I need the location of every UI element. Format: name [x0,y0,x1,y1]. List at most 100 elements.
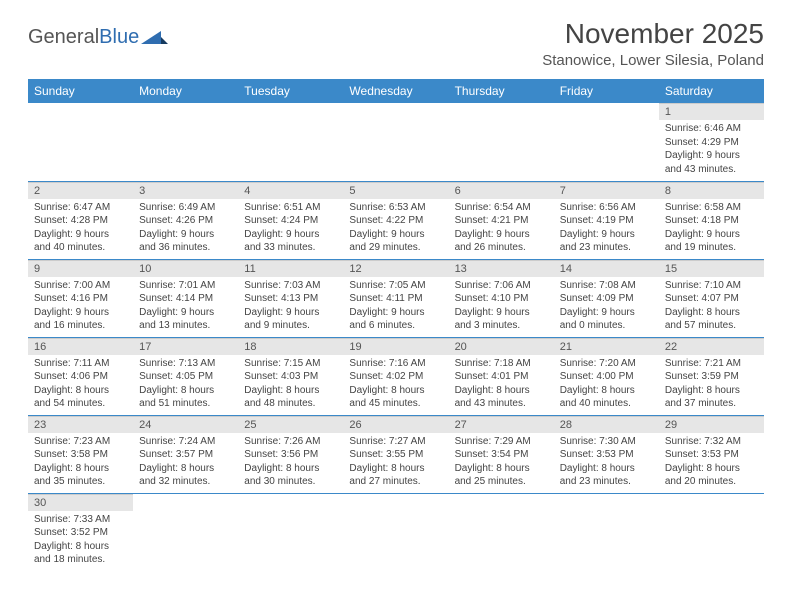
day-number: 24 [133,416,238,433]
calendar-cell: 23Sunrise: 7:23 AMSunset: 3:58 PMDayligh… [28,415,133,493]
calendar-body: 1Sunrise: 6:46 AMSunset: 4:29 PMDaylight… [28,103,764,571]
day-details: Sunrise: 7:27 AMSunset: 3:55 PMDaylight:… [343,433,448,493]
calendar-row: 9Sunrise: 7:00 AMSunset: 4:16 PMDaylight… [28,259,764,337]
calendar-row: 2Sunrise: 6:47 AMSunset: 4:28 PMDaylight… [28,181,764,259]
calendar-row: 1Sunrise: 6:46 AMSunset: 4:29 PMDaylight… [28,103,764,181]
day-number: 28 [554,416,659,433]
day-details: Sunrise: 7:20 AMSunset: 4:00 PMDaylight:… [554,355,659,415]
day-number: 12 [343,260,448,277]
calendar-cell: 21Sunrise: 7:20 AMSunset: 4:00 PMDayligh… [554,337,659,415]
day-number: 15 [659,260,764,277]
day-details: Sunrise: 7:21 AMSunset: 3:59 PMDaylight:… [659,355,764,415]
day-details: Sunrise: 6:53 AMSunset: 4:22 PMDaylight:… [343,199,448,259]
day-number: 18 [238,338,343,355]
calendar-cell [28,103,133,181]
calendar-cell: 27Sunrise: 7:29 AMSunset: 3:54 PMDayligh… [449,415,554,493]
calendar-cell: 30Sunrise: 7:33 AMSunset: 3:52 PMDayligh… [28,493,133,571]
day-number: 26 [343,416,448,433]
day-details: Sunrise: 6:51 AMSunset: 4:24 PMDaylight:… [238,199,343,259]
day-number: 5 [343,182,448,199]
day-number: 7 [554,182,659,199]
calendar-table: SundayMondayTuesdayWednesdayThursdayFrid… [28,79,764,571]
day-number: 11 [238,260,343,277]
calendar-cell [554,493,659,571]
day-number: 17 [133,338,238,355]
calendar-cell [238,493,343,571]
calendar-cell: 20Sunrise: 7:18 AMSunset: 4:01 PMDayligh… [449,337,554,415]
calendar-cell [133,103,238,181]
calendar-cell [133,493,238,571]
day-number: 1 [659,103,764,120]
calendar-cell [343,493,448,571]
day-details: Sunrise: 7:33 AMSunset: 3:52 PMDaylight:… [28,511,133,571]
day-number: 13 [449,260,554,277]
calendar-cell: 26Sunrise: 7:27 AMSunset: 3:55 PMDayligh… [343,415,448,493]
day-header: Tuesday [238,79,343,103]
day-number: 8 [659,182,764,199]
day-details: Sunrise: 6:47 AMSunset: 4:28 PMDaylight:… [28,199,133,259]
day-details: Sunrise: 7:00 AMSunset: 4:16 PMDaylight:… [28,277,133,337]
calendar-cell: 7Sunrise: 6:56 AMSunset: 4:19 PMDaylight… [554,181,659,259]
day-details: Sunrise: 6:49 AMSunset: 4:26 PMDaylight:… [133,199,238,259]
day-number: 21 [554,338,659,355]
calendar-cell: 17Sunrise: 7:13 AMSunset: 4:05 PMDayligh… [133,337,238,415]
calendar-cell: 24Sunrise: 7:24 AMSunset: 3:57 PMDayligh… [133,415,238,493]
calendar-cell: 22Sunrise: 7:21 AMSunset: 3:59 PMDayligh… [659,337,764,415]
calendar-cell [554,103,659,181]
calendar-cell: 12Sunrise: 7:05 AMSunset: 4:11 PMDayligh… [343,259,448,337]
day-header: Friday [554,79,659,103]
day-details: Sunrise: 6:58 AMSunset: 4:18 PMDaylight:… [659,199,764,259]
calendar-cell: 13Sunrise: 7:06 AMSunset: 4:10 PMDayligh… [449,259,554,337]
day-number: 6 [449,182,554,199]
day-details: Sunrise: 7:01 AMSunset: 4:14 PMDaylight:… [133,277,238,337]
brand-logo: GeneralBlue [28,26,169,49]
day-header: Sunday [28,79,133,103]
calendar-row: 16Sunrise: 7:11 AMSunset: 4:06 PMDayligh… [28,337,764,415]
day-details: Sunrise: 7:26 AMSunset: 3:56 PMDaylight:… [238,433,343,493]
day-details: Sunrise: 7:32 AMSunset: 3:53 PMDaylight:… [659,433,764,493]
calendar-cell: 3Sunrise: 6:49 AMSunset: 4:26 PMDaylight… [133,181,238,259]
day-header: Wednesday [343,79,448,103]
arrow-icon [141,28,169,46]
calendar-cell [343,103,448,181]
brand-part2: Blue [99,26,139,48]
calendar-cell: 9Sunrise: 7:00 AMSunset: 4:16 PMDaylight… [28,259,133,337]
day-number: 4 [238,182,343,199]
calendar-cell: 5Sunrise: 6:53 AMSunset: 4:22 PMDaylight… [343,181,448,259]
day-number: 14 [554,260,659,277]
day-details: Sunrise: 7:05 AMSunset: 4:11 PMDaylight:… [343,277,448,337]
calendar-cell: 29Sunrise: 7:32 AMSunset: 3:53 PMDayligh… [659,415,764,493]
calendar-cell: 10Sunrise: 7:01 AMSunset: 4:14 PMDayligh… [133,259,238,337]
day-details: Sunrise: 7:23 AMSunset: 3:58 PMDaylight:… [28,433,133,493]
day-number: 2 [28,182,133,199]
calendar-cell: 11Sunrise: 7:03 AMSunset: 4:13 PMDayligh… [238,259,343,337]
brand-part1: General [28,26,99,48]
day-header: Thursday [449,79,554,103]
calendar-cell: 28Sunrise: 7:30 AMSunset: 3:53 PMDayligh… [554,415,659,493]
day-details: Sunrise: 7:06 AMSunset: 4:10 PMDaylight:… [449,277,554,337]
day-number: 9 [28,260,133,277]
day-number: 22 [659,338,764,355]
calendar-cell [659,493,764,571]
day-number: 30 [28,494,133,511]
day-details: Sunrise: 7:10 AMSunset: 4:07 PMDaylight:… [659,277,764,337]
calendar-cell: 19Sunrise: 7:16 AMSunset: 4:02 PMDayligh… [343,337,448,415]
calendar-cell [449,493,554,571]
calendar-row: 30Sunrise: 7:33 AMSunset: 3:52 PMDayligh… [28,493,764,571]
calendar-cell: 15Sunrise: 7:10 AMSunset: 4:07 PMDayligh… [659,259,764,337]
day-number: 16 [28,338,133,355]
day-number: 23 [28,416,133,433]
calendar-cell: 4Sunrise: 6:51 AMSunset: 4:24 PMDaylight… [238,181,343,259]
calendar-cell: 8Sunrise: 6:58 AMSunset: 4:18 PMDaylight… [659,181,764,259]
day-details: Sunrise: 6:56 AMSunset: 4:19 PMDaylight:… [554,199,659,259]
title-block: November 2025 Stanowice, Lower Silesia, … [542,18,764,73]
header: GeneralBlue November 2025 Stanowice, Low… [28,18,764,73]
calendar-cell: 14Sunrise: 7:08 AMSunset: 4:09 PMDayligh… [554,259,659,337]
day-details: Sunrise: 7:11 AMSunset: 4:06 PMDaylight:… [28,355,133,415]
day-number: 3 [133,182,238,199]
day-details: Sunrise: 6:54 AMSunset: 4:21 PMDaylight:… [449,199,554,259]
calendar-cell [238,103,343,181]
day-header: Saturday [659,79,764,103]
day-header: Monday [133,79,238,103]
day-number: 25 [238,416,343,433]
